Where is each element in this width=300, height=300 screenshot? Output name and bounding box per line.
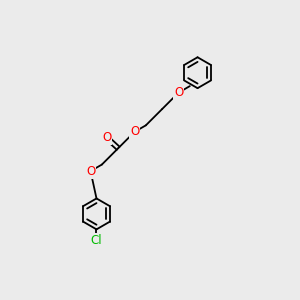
Text: O: O	[130, 125, 139, 138]
Text: O: O	[86, 165, 95, 178]
Text: O: O	[174, 86, 183, 99]
Text: Cl: Cl	[91, 234, 102, 247]
Text: O: O	[102, 131, 112, 144]
